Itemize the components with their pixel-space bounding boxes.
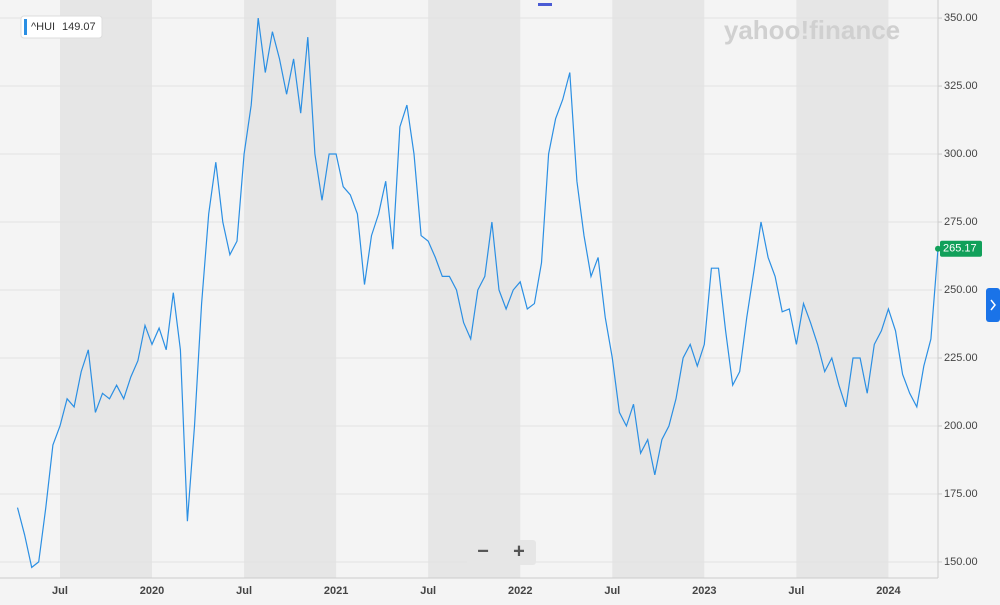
legend-swatch (24, 19, 27, 35)
side-tab[interactable] (986, 288, 1000, 322)
period-band (612, 0, 705, 578)
legend-value: 149.07 (62, 21, 96, 33)
x-tick-label: 2020 (140, 585, 164, 597)
x-tick-label: 2021 (324, 585, 348, 597)
period-band (244, 0, 337, 578)
zoom-in[interactable]: + (513, 540, 525, 562)
side-tab-button[interactable] (986, 288, 1000, 322)
watermark: yahoo!finance (724, 15, 900, 45)
x-tick-label: 2023 (692, 585, 716, 597)
x-tick-label: Jul (788, 585, 804, 597)
x-tick-label: Jul (52, 585, 68, 597)
zoom-controls: − + (467, 540, 536, 565)
period-band (796, 0, 889, 578)
y-tick-label: 350.00 (944, 12, 978, 24)
legend: ^HUI 149.07 (20, 15, 103, 39)
y-tick-label: 175.00 (944, 488, 978, 500)
x-tick-label: 2022 (508, 585, 532, 597)
legend-name: ^HUI (31, 21, 55, 33)
zoom-out[interactable]: − (477, 540, 489, 562)
y-tick-label: 225.00 (944, 352, 978, 364)
legend-box (20, 15, 103, 39)
y-tick-label: 250.00 (944, 284, 978, 296)
last-point (935, 245, 941, 252)
top-handle (538, 3, 552, 6)
x-tick-label: 2024 (876, 585, 901, 597)
y-tick-label: 200.00 (944, 420, 978, 432)
y-tick-label: 300.00 (944, 148, 978, 160)
y-tick-label: 325.00 (944, 80, 978, 92)
price-line (16, 18, 939, 569)
period-band (428, 0, 521, 578)
zoom-bar (467, 540, 536, 565)
last-value-badge (940, 240, 982, 257)
x-tick-label: Jul (236, 585, 252, 597)
side-tab-arrow (990, 299, 996, 311)
x-tick-label: Jul (420, 585, 436, 597)
last-value-label: 265.17 (943, 243, 977, 255)
x-tick-label: Jul (604, 585, 620, 597)
y-tick-label: 275.00 (944, 216, 978, 228)
y-tick-label: 150.00 (944, 556, 978, 568)
period-band (59, 0, 153, 578)
